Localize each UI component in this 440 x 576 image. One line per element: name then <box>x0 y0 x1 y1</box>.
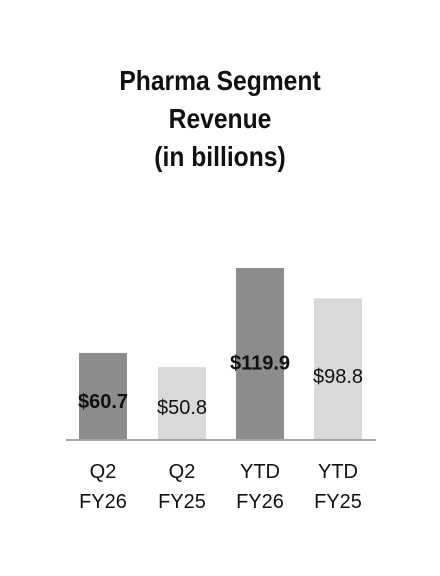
x-tick-label-3-line-0: YTD <box>318 461 358 483</box>
chart-title-line-1: Pharma Segment <box>119 65 321 96</box>
data-label-3: $98.8 <box>313 366 363 388</box>
x-tick-label-1-line-0: Q2 <box>169 461 196 483</box>
x-tick-label-0-line-0: Q2 <box>90 461 117 483</box>
x-tick-label-3-line-1: FY25 <box>314 491 362 513</box>
chart-title: Pharma Segment Revenue (in billions) <box>26 62 413 176</box>
data-label-2: $119.9 <box>230 353 290 375</box>
bar-0 <box>79 352 127 440</box>
x-tick-label-2-line-1: FY26 <box>236 491 284 513</box>
bar-1 <box>158 367 206 440</box>
data-label-1: $50.8 <box>157 397 207 419</box>
x-tick-label-2-line-0: YTD <box>240 461 280 483</box>
bar-2 <box>236 268 284 440</box>
chart-title-line-3: (in billions) <box>154 141 286 172</box>
x-tick-label-1-line-1: FY25 <box>158 491 206 513</box>
bar-3 <box>314 298 362 440</box>
x-tick-label-0-line-1: FY26 <box>79 491 127 513</box>
data-label-0: $60.7 <box>78 391 128 413</box>
chart-title-line-2: Revenue <box>168 103 272 134</box>
